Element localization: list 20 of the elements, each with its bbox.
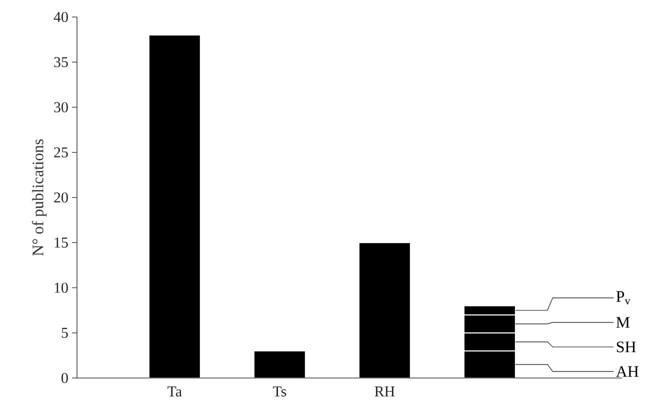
y-tick-label: 5 [62, 328, 68, 338]
y-tick-label: 10 [54, 282, 68, 293]
y-tick-label: 25 [54, 147, 68, 158]
text: P$_{v}$ [616, 291, 630, 304]
y-tick-label: 20 [54, 192, 68, 203]
y-tick-label: 15 [54, 238, 68, 248]
bar [148, 34, 201, 378]
y-axis-title: N° of publications [32, 139, 47, 256]
text: M [616, 317, 630, 328]
x-tick-label: Ts [272, 386, 286, 396]
y-tick-label: 0 [62, 372, 68, 384]
text: AH [616, 366, 638, 377]
text: SH [616, 342, 636, 352]
y-tick-label: 30 [54, 102, 68, 112]
y-tick-label: 35 [54, 57, 68, 68]
bar [253, 350, 306, 378]
bar [358, 242, 411, 378]
x-tick-label: RH [374, 386, 395, 396]
x-tick-label: Ta [168, 386, 182, 396]
y-tick-label: 40 [54, 12, 68, 22]
